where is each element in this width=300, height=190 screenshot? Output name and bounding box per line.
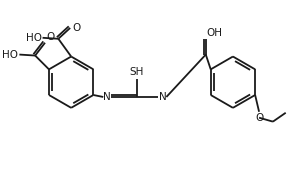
Text: HO: HO (2, 50, 18, 59)
Text: O: O (72, 23, 80, 33)
Text: SH: SH (130, 67, 144, 77)
Text: N: N (103, 92, 111, 102)
Text: HO: HO (26, 33, 42, 43)
Text: OH: OH (207, 28, 223, 38)
Text: N: N (158, 92, 166, 102)
Text: O: O (255, 113, 263, 123)
Text: O: O (46, 32, 54, 42)
